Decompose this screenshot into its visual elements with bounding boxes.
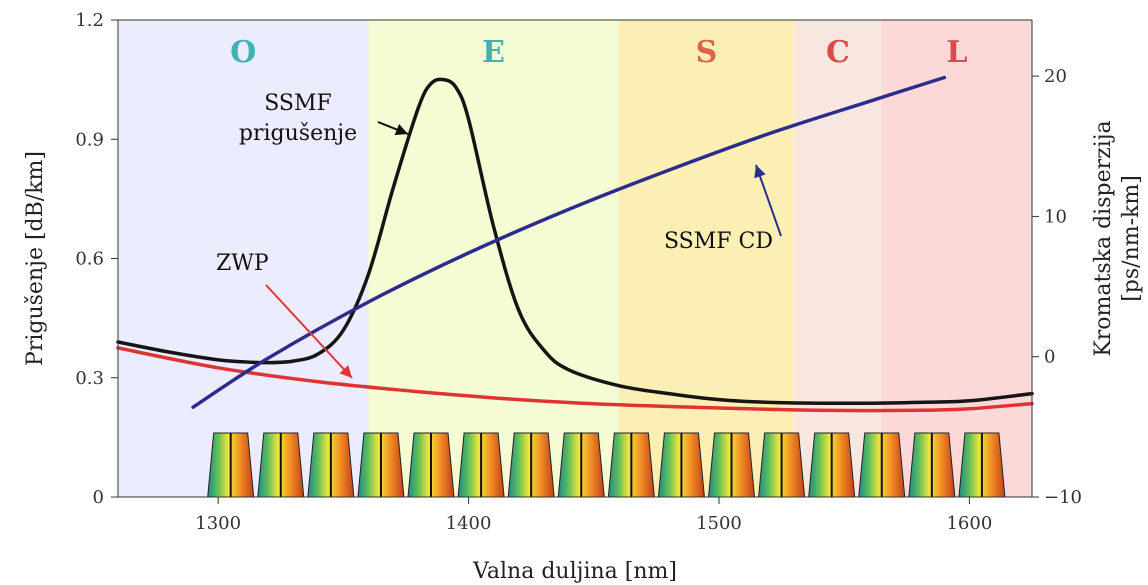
zwp-line [116, 346, 1034, 413]
wdm-channel [707, 432, 756, 498]
y-left-tick-label: 0 [93, 487, 104, 508]
annotation-ssmf-attenuation: SSMF prigušenje [239, 91, 357, 146]
x-tick-label: 1300 [195, 513, 241, 534]
x-axis-title: Valna duljina [nm] [472, 559, 677, 584]
arrow-ssmf-cd-shaft [755, 164, 782, 237]
annotation-zwp: ZWP [216, 251, 269, 276]
annotation-line: SSMF [264, 91, 332, 116]
y-left-tick-label: 1.2 [75, 10, 104, 31]
x-tick-label: 1600 [946, 513, 992, 534]
wdm-channel [758, 432, 806, 498]
y-right-tick-label: 0 [1044, 347, 1055, 368]
wdm-channel [307, 432, 355, 498]
ssmf-cd-line [191, 75, 947, 409]
wdm-channel [257, 432, 305, 498]
band-label-s: S [696, 35, 718, 70]
axes-layer [111, 19, 1039, 504]
wdm-channel [657, 432, 705, 498]
band-s [618, 20, 795, 497]
band-label-e: E [482, 35, 505, 70]
arrow-ssmf-cd-head [754, 165, 766, 179]
y-left-tick-label: 0.6 [75, 249, 104, 270]
band-layer [118, 20, 1032, 497]
wdm-channel [858, 432, 906, 498]
wdm-channel [457, 432, 505, 498]
band-label-o: O [230, 35, 256, 70]
arrow-zwp [265, 284, 353, 379]
ssmf-attenuation-line [116, 77, 1034, 406]
x-tick-label: 1500 [696, 513, 742, 534]
y-right-axis-title-line: Kromatska disperzija [1091, 120, 1116, 356]
label-layer: O E S C L 1300 1400 1500 1600 0 0.3 0.6 0.9 1.2 −10 0 10… [23, 10, 1144, 584]
wdm-channel [357, 432, 405, 498]
band-e [368, 20, 619, 497]
channel-layer [207, 432, 1006, 498]
y-left-axis-title: Prigušenje [dB/km] [23, 151, 48, 366]
x-tick-label: 1400 [446, 513, 492, 534]
wdm-channel [207, 432, 255, 498]
arrow-ssmf-attenuation-head [394, 123, 408, 136]
curve-layer [116, 75, 1034, 413]
arrow-zwp-shaft [265, 284, 353, 379]
y-right-tick-label: 10 [1044, 206, 1067, 227]
y-right-tick-label: −10 [1044, 487, 1082, 508]
band-l [881, 20, 1032, 497]
band-c [794, 20, 882, 497]
y-right-tick-label: 20 [1044, 66, 1067, 87]
wdm-channel [507, 432, 555, 498]
band-o [118, 20, 369, 497]
wdm-channel [557, 432, 605, 498]
wdm-channel [407, 432, 455, 498]
annotation-line: prigušenje [239, 121, 357, 146]
arrow-ssmf-cd [754, 164, 782, 237]
arrow-zwp-head [339, 365, 352, 378]
y-left-tick-label: 0.3 [75, 368, 104, 389]
y-right-axis-title-line: [ps/nm-km] [1119, 175, 1144, 302]
wdm-channel [808, 432, 856, 498]
y-left-tick-label: 0.9 [75, 129, 104, 150]
wdm-channel [908, 432, 956, 498]
annotation-ssmf-cd: SSMF CD [664, 229, 773, 254]
wdm-channel [958, 432, 1006, 498]
band-label-c: C [826, 35, 850, 70]
wdm-channel [607, 432, 655, 498]
arrow-ssmf-attenuation [377, 121, 409, 136]
y-right-axis-title: Kromatska disperzija [ps/nm-km] [1091, 120, 1144, 356]
band-label-l: L [946, 35, 967, 70]
